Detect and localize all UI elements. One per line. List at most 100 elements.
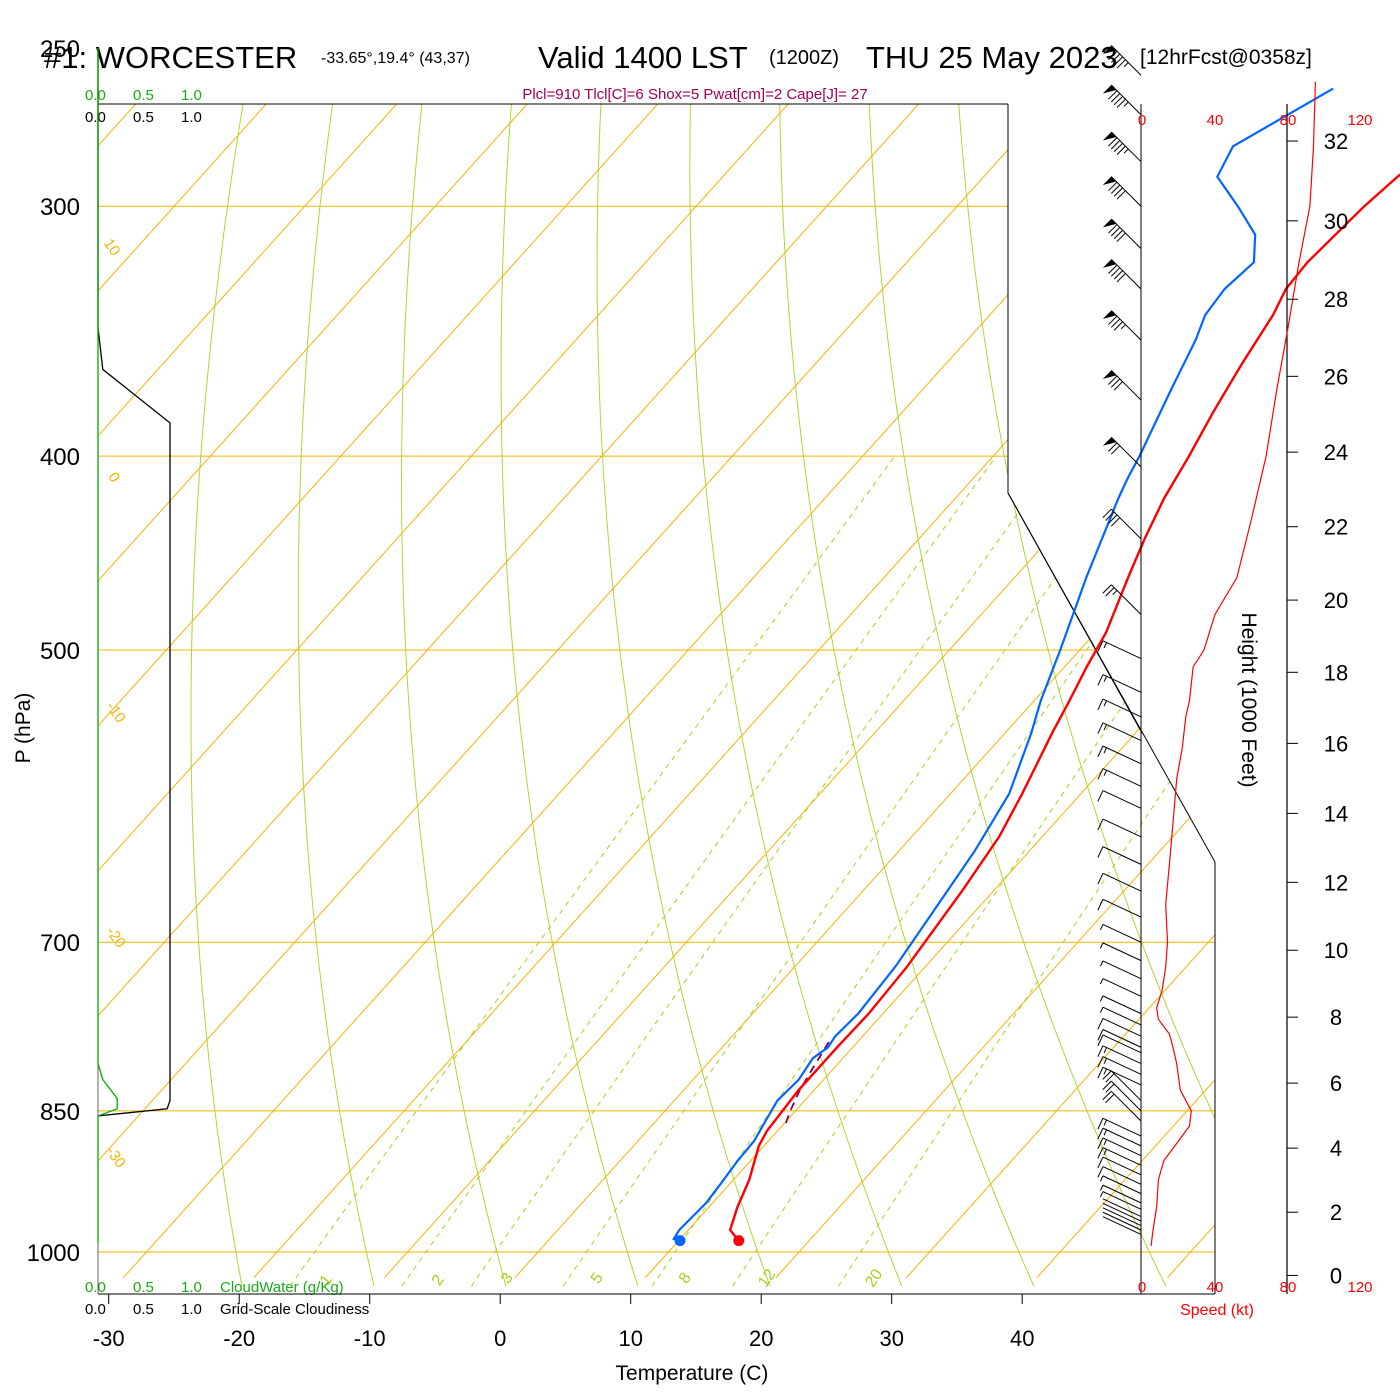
isotherm-line [384,104,1215,1279]
wind-barb-feather [1108,181,1118,192]
wind-barb-staff [1102,898,1142,918]
cloudiness-tick-bottom: 0.0 [85,1301,106,1318]
wind-speed-line [1150,81,1316,1246]
wind-barb [1099,978,1142,997]
x-tick-label: 40 [1010,1326,1034,1351]
cloudiness-tick-bottom: 0.5 [133,1301,154,1318]
wind-barb-half-feather [1099,1191,1104,1198]
wind-barb-feather [1097,1045,1104,1057]
wind-barb-half-feather [1103,747,1108,754]
wind-barb-pennant [1102,259,1117,268]
wind-barb-staff [1102,1117,1142,1137]
isotherm-line [123,104,1215,1279]
wind-tick-top: 0 [1138,112,1146,129]
axes: Temperature (C) P (hPa) Height (1000 Fee… [12,36,1260,1385]
wind-barb-staff [1102,995,1142,1015]
wind-barb-staff [1110,1080,1142,1112]
wind-barb-feather [1097,1127,1104,1140]
height-tick-label: 26 [1324,364,1348,389]
wind-barb-feather [1113,321,1123,331]
wind-barb [1097,790,1142,809]
pressure-tick-label: 300 [40,194,80,221]
wind-barb [1102,1080,1142,1112]
wind-barb [1102,310,1142,341]
wind-barb-staff [1102,1198,1142,1217]
wind-barb-half-feather [1099,1184,1104,1191]
wind-barb-feather [1097,1056,1104,1068]
wind-barb-feather [1097,1118,1104,1130]
sounding-series [672,87,1400,1247]
wind-barb-feather [1105,1083,1115,1093]
mixing-ratio-line [562,455,1142,1287]
wind-barb-feather [1110,93,1121,103]
wind-barb [1102,131,1142,163]
wind-barb [1102,45,1142,76]
wind-tick-bottom: 80 [1280,1279,1297,1296]
wind-barb [1099,1006,1142,1026]
pressure-tick-label: 1000 [27,1240,80,1267]
isotherm-line [98,104,318,1279]
wind-barb-pennant [1102,131,1117,141]
mixing-ratio-label: 3 [498,1270,517,1287]
cloudiness-tick-bottom: 1.0 [181,1301,202,1318]
forecast-date: THU 25 May 2023 [866,40,1118,75]
x-tick-label: 20 [749,1326,773,1351]
surface-dewpoint-dot [674,1235,686,1247]
wind-barb-feather [1097,1029,1104,1041]
temperature-line [728,173,1400,1242]
wind-barb-feather [1108,137,1118,147]
isotherm-line [98,104,709,1279]
wind-tick-bottom: 40 [1207,1279,1224,1296]
isotherm-line [1298,48,1400,1278]
wind-barb-feather [1108,50,1118,61]
wind-barb-feather [1097,640,1104,652]
wind-barb [1099,1175,1142,1195]
mixing-ratio-line [289,455,896,1287]
wind-barb-half-feather [1103,1119,1108,1126]
cloudiness-tick-top: 1.0 [181,109,202,126]
wind-barb-staff [1110,45,1142,76]
cloudwater-tick-bottom: 0.5 [133,1279,154,1296]
wind-barb-half-feather [1103,1058,1108,1064]
isotherm-label: -10 [103,699,129,727]
isotherm-label: 0 [104,469,123,486]
height-tick-label: 32 [1324,129,1348,154]
wind-barb-half-feather [1103,1139,1108,1146]
wind-barb-feather [1113,229,1123,240]
wind-barb-feather [1097,873,1104,885]
wind-barb [1097,846,1142,865]
cloudiness-tick-top: 0.5 [133,109,154,126]
wind-barb-staff [1102,846,1142,865]
wind-barb-half-feather [1112,590,1118,596]
wind-barb [1102,1216,1142,1235]
wind-barb-feather [1110,227,1121,237]
isotherm-label: 30 [1173,757,1210,794]
cloudwater-tick-top: 0.5 [133,87,154,104]
wind-barb-pennant [1102,310,1117,319]
isotherm-label: -30 [103,1144,129,1172]
wind-barb-pennant [1102,370,1117,379]
wind-barb [1102,1070,1142,1101]
wind-barb-feather [1097,1034,1104,1047]
wind-barb-feather [1108,442,1118,452]
wind-barb-staff [1102,790,1142,809]
wind-barb-half-feather [1099,978,1104,985]
mixing-ratio-label: 5 [588,1270,607,1287]
wind-barb-staff [1102,745,1142,765]
wind-barb-feather [1097,722,1104,734]
wind-barb-pennant [1102,218,1117,228]
wind-barb-half-feather [1103,700,1108,707]
wind-barb-feather [1105,1073,1115,1083]
wind-barb-feather [1113,56,1123,66]
wind-barb-half-feather [1123,62,1129,68]
utc-time: (1200Z) [769,47,839,69]
wind-barb-staff [1102,1127,1142,1147]
wind-barb-half-feather [1123,101,1129,107]
wind-barb-staff [1102,1191,1142,1210]
wind-barb-staff [1110,508,1142,540]
wind-barb [1097,1066,1142,1086]
isotherm-line [253,104,1215,1279]
wind-barb-staff [1102,942,1142,962]
wind-barb-feather [1113,142,1123,153]
